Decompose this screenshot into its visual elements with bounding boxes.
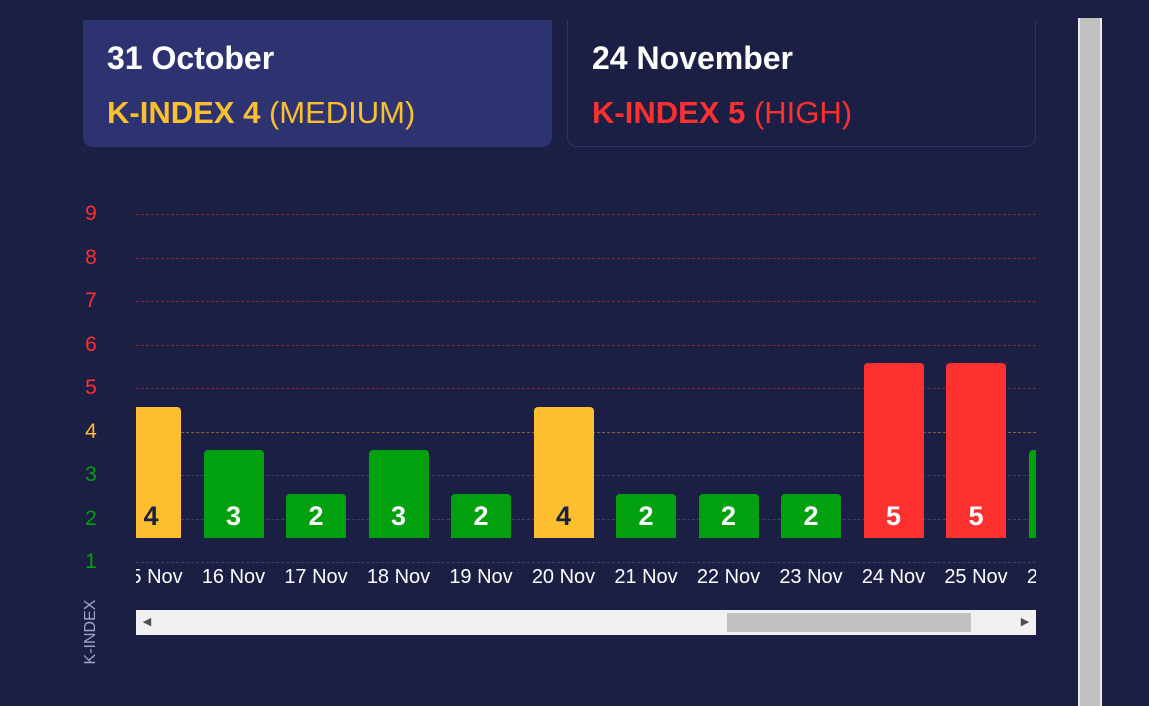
grid-line [136, 257, 1036, 259]
scroll-thumb[interactable] [727, 613, 971, 632]
grid-line [136, 301, 1036, 302]
bar-value-label: 2 [473, 501, 489, 531]
y-tick-label: 5 [85, 376, 97, 399]
chart-horizontal-scrollbar[interactable]: ◀ ▶ [136, 610, 1036, 635]
x-tick-label: 18 Nov [366, 566, 431, 588]
forecast-card-peak[interactable]: 24 November K-INDEX 5 (HIGH) [567, 20, 1036, 147]
bar-value-label: 2 [720, 501, 737, 531]
bar[interactable]: 5 [946, 363, 1006, 538]
y-tick-label: 9 [85, 202, 97, 225]
kindex-level: (MEDIUM) [268, 95, 416, 130]
bar-value-label: 4 [143, 501, 159, 531]
bar[interactable]: 3 [368, 450, 429, 538]
x-tick-label: 16 Nov [201, 566, 266, 588]
bar-value-label: 2 [803, 501, 819, 531]
card-kindex: K-INDEX 5 (HIGH) [592, 95, 1011, 131]
bar[interactable]: 2 [451, 493, 511, 538]
bar[interactable]: 3 [1028, 450, 1036, 538]
y-tick-label: 2 [85, 506, 97, 530]
x-tick-label: 24 Nov [861, 566, 926, 588]
bar[interactable]: 5 [863, 363, 924, 538]
bar-value-label: 5 [885, 501, 902, 531]
kindex-level: (HIGH) [753, 95, 853, 130]
card-kindex: K-INDEX 4 (MEDIUM) [107, 95, 528, 131]
grid-line [136, 344, 1036, 346]
page-vertical-scrollbar[interactable] [1078, 18, 1102, 706]
x-tick-label: 26 Nov [1026, 566, 1036, 588]
bar[interactable]: 2 [616, 493, 676, 538]
bar[interactable]: 4 [136, 406, 181, 538]
y-tick-label: 7 [85, 289, 97, 312]
x-tick-label: 21 Nov [614, 566, 678, 588]
bar[interactable]: 2 [286, 493, 346, 538]
x-tick-label: 17 Nov [284, 566, 348, 588]
x-tick-label: 25 Nov [944, 566, 1008, 588]
y-tick-label: 4 [85, 419, 97, 443]
x-tick-label: 22 Nov [696, 566, 761, 588]
bar-value-label: 4 [555, 501, 572, 531]
bar[interactable]: 3 [203, 450, 264, 538]
bar[interactable]: 2 [698, 493, 759, 538]
card-date: 24 November [592, 40, 793, 76]
bar-value-label: 2 [308, 501, 324, 531]
y-tick-label: 1 [85, 550, 97, 573]
bar[interactable]: 2 [781, 493, 841, 538]
grid-line [136, 388, 1036, 389]
y-axis-title: K-INDEX [82, 599, 99, 665]
x-tick-label: 19 Nov [449, 566, 513, 588]
bar-value-label: 3 [390, 501, 407, 531]
y-tick-label: 3 [85, 463, 97, 486]
kindex-value: K-INDEX 4 [107, 95, 261, 130]
card-date: 31 October [107, 40, 275, 76]
kindex-value: K-INDEX 5 [592, 95, 746, 130]
grid-line [136, 214, 1036, 215]
x-tick-label: 15 Nov [136, 566, 183, 588]
x-tick-label: 23 Nov [779, 566, 843, 588]
grid-line [136, 562, 1036, 563]
scroll-right-icon[interactable]: ▶ [1020, 616, 1030, 628]
y-tick-label: 6 [85, 332, 97, 356]
forecast-card-current[interactable]: 31 October K-INDEX 4 (MEDIUM) [83, 20, 552, 147]
scroll-left-icon[interactable]: ◀ [142, 616, 152, 628]
y-tick-label: 8 [85, 245, 97, 269]
bar-value-label: 3 [225, 501, 242, 531]
bar-value-label: 2 [638, 501, 654, 531]
bar[interactable]: 4 [533, 406, 594, 538]
bar-value-label: 5 [968, 501, 984, 531]
kindex-bar-chart: 4 15 Nov 3 16 Nov 2 17 Nov 3 18 Nov 2 19 Nov 4 20 N… [136, 170, 1036, 590]
x-tick-label: 20 Nov [531, 566, 596, 588]
